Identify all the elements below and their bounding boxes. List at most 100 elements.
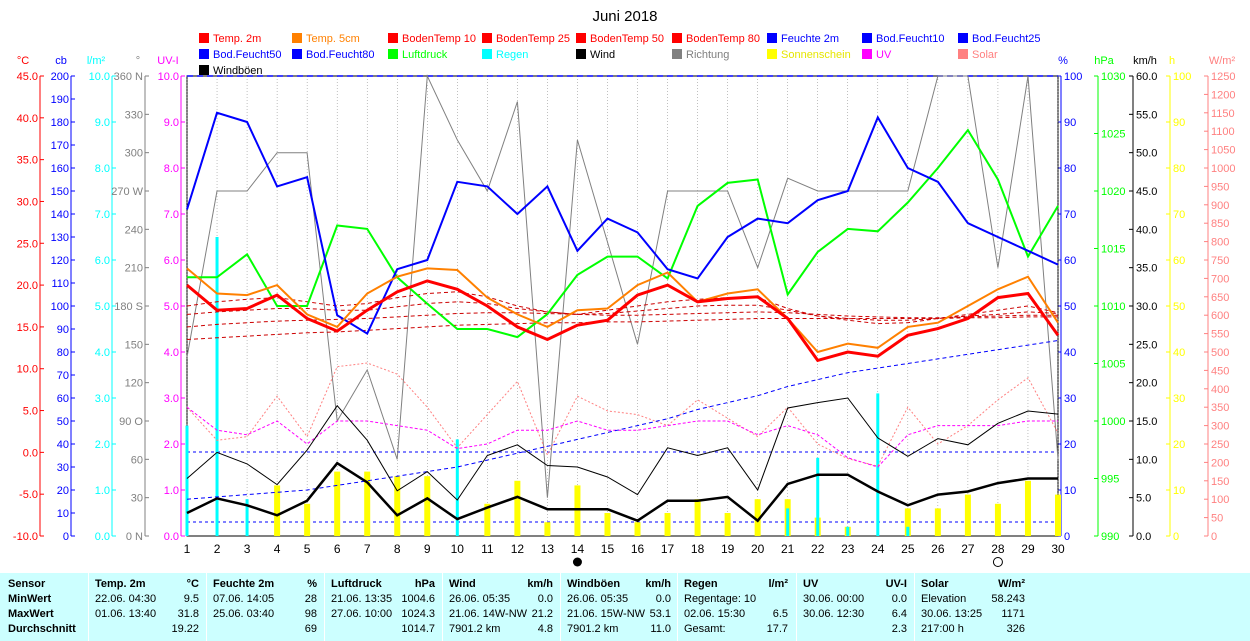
axis-tick-label: 650 bbox=[1211, 292, 1229, 304]
axis-tick-label: 40.0 bbox=[17, 113, 38, 125]
stats-value: 2.3 bbox=[891, 623, 907, 635]
stats-value: 1171 bbox=[1001, 608, 1025, 620]
axis-tick-label: 1250 bbox=[1211, 71, 1235, 83]
axis-tick-label: 10 bbox=[57, 508, 69, 520]
stats-value: 1004.6 bbox=[401, 593, 435, 605]
axis-tick-label: 3.0 bbox=[95, 393, 110, 405]
x-tick-label: 13 bbox=[541, 542, 555, 556]
axis-tick-label: 7.0 bbox=[95, 209, 110, 221]
legend-item: Temp. 5cm bbox=[292, 33, 360, 45]
legend-item: BodenTemp 50 bbox=[576, 33, 664, 45]
x-tick-label: 3 bbox=[244, 542, 251, 556]
stats-value: 9.5 bbox=[183, 593, 199, 605]
x-axis: 1 2 3 4 5 6 7 8 9 10 11 12 13 14 15 16 17 18 19 20 21 22 23 24 2… bbox=[184, 542, 1065, 567]
stats-title: Temp. 2m bbox=[95, 578, 146, 590]
stats-title: Windböen bbox=[567, 578, 621, 590]
sunshine-bar bbox=[274, 485, 281, 536]
axis-tick-label: 90 bbox=[1064, 117, 1076, 129]
direction-line bbox=[186, 74, 1059, 498]
x-tick-label: 9 bbox=[424, 542, 431, 556]
axis-tick-label: 1050 bbox=[1211, 145, 1235, 157]
x-tick-label: 12 bbox=[511, 542, 525, 556]
axis-tick-label: 150 bbox=[125, 339, 143, 351]
axis-tick-label: 10.0 bbox=[89, 71, 110, 83]
sunshine-bar bbox=[724, 513, 731, 536]
rain-bar bbox=[846, 526, 850, 536]
axis-tick-label: 250 bbox=[1211, 439, 1229, 451]
axis-tick-label: 50 bbox=[1211, 513, 1223, 525]
axis-tick-label: 1030 bbox=[1101, 71, 1125, 83]
axis-tick-label: 10.0 bbox=[1136, 454, 1157, 466]
stats-time: 27.06. 10:00 bbox=[331, 608, 393, 620]
axis-tick-label: 30 bbox=[1173, 393, 1185, 405]
axis-unit-label: W/m² bbox=[1209, 55, 1236, 67]
soil-temp-50-line bbox=[186, 311, 1058, 328]
axis-tick-label: 45.0 bbox=[17, 71, 38, 83]
svg-text:Bod.Feucht50: Bod.Feucht50 bbox=[213, 49, 282, 61]
x-tick-label: 27 bbox=[961, 542, 975, 556]
svg-text:Bod.Feucht25: Bod.Feucht25 bbox=[972, 33, 1041, 45]
x-tick-label: 26 bbox=[931, 542, 945, 556]
axis-tick-label: 70 bbox=[1064, 209, 1076, 221]
stats-title: Solar bbox=[921, 578, 949, 590]
uv-line bbox=[186, 406, 1058, 468]
stats-time: 217:00 h bbox=[921, 623, 964, 635]
axis-tick-label: 0.0 bbox=[95, 531, 110, 543]
axis-tick-label: 450 bbox=[1211, 365, 1229, 377]
axis-tick-label: 40.0 bbox=[1136, 224, 1157, 236]
axis-tick-label: 9.0 bbox=[164, 117, 179, 129]
axis-tick-label: 10.0 bbox=[17, 364, 38, 376]
stats-unit: UV-I bbox=[885, 578, 907, 590]
axis-tick-label: 70 bbox=[1173, 209, 1185, 221]
axis-tick-label: 0.0 bbox=[164, 531, 179, 543]
stats-row-label: Sensor bbox=[8, 578, 46, 590]
axis-tick-label: 180 bbox=[51, 117, 69, 129]
axis-tick-label: 240 bbox=[125, 224, 143, 236]
stats-value: 1024.3 bbox=[401, 608, 435, 620]
sunshine-bar bbox=[664, 513, 671, 536]
x-tick-label: 23 bbox=[841, 542, 855, 556]
axis-tick-label: 5.0 bbox=[95, 301, 110, 313]
axis-tick-label: 60 bbox=[57, 393, 69, 405]
stats-time: 7901.2 km bbox=[449, 623, 501, 635]
statistics-panel: Sensor MinWert MaxWert Durchschnitt Temp. 2m… bbox=[0, 573, 1250, 641]
axis-tick-label: 10 bbox=[1173, 485, 1185, 497]
axis-tick-label: 0 bbox=[1211, 531, 1217, 543]
stats-time: 26.06. 05:35 bbox=[567, 593, 629, 605]
axis-tick-label: 15.0 bbox=[1136, 416, 1157, 428]
legend-item: Bod.Feucht80 bbox=[292, 49, 375, 61]
sunshine-bar bbox=[1024, 480, 1031, 536]
axis-tick-label: 850 bbox=[1211, 218, 1229, 230]
sunshine-bar bbox=[934, 508, 941, 536]
rain-bar bbox=[185, 425, 189, 536]
legend-item: UV bbox=[862, 49, 892, 61]
svg-text:BodenTemp 25: BodenTemp 25 bbox=[496, 33, 570, 45]
stats-value: 6.5 bbox=[772, 608, 788, 620]
rain-bar bbox=[816, 457, 820, 536]
sunshine-bar bbox=[994, 503, 1001, 536]
axis-tick-label: 150 bbox=[51, 186, 69, 198]
stats-time: Regentage: 10 bbox=[684, 593, 757, 605]
axis-tick-label: 9.0 bbox=[95, 117, 110, 129]
axis-tick-label: 1.0 bbox=[95, 485, 110, 497]
left-axes: °C 45.0 40.0 35.0 30.0 25.0 20.0 15.0 10.0 5.0 0.0… bbox=[13, 55, 185, 543]
axis-tick-label: 90 O bbox=[119, 416, 143, 428]
svg-text:Richtung: Richtung bbox=[686, 49, 729, 61]
axis-tick-label: 35.0 bbox=[17, 155, 38, 167]
axis-unit-label: l/m² bbox=[87, 55, 106, 67]
svg-text:BodenTemp 50: BodenTemp 50 bbox=[590, 33, 664, 45]
x-tick-label: 5 bbox=[304, 542, 311, 556]
axis-tick-label: 30.0 bbox=[17, 196, 38, 208]
svg-text:Regen: Regen bbox=[496, 49, 528, 61]
axis-tick-label: -10.0 bbox=[13, 531, 38, 543]
stats-value: 98 bbox=[304, 608, 317, 620]
axis-tick-label: 5.0 bbox=[164, 301, 179, 313]
stats-value: 4.8 bbox=[537, 623, 553, 635]
axis-tick-label: 1200 bbox=[1211, 89, 1235, 101]
stats-time: 02.06. 15:30 bbox=[684, 608, 746, 620]
stats-time: 30.06. 00:00 bbox=[803, 593, 865, 605]
stats-value: 6.4 bbox=[891, 608, 907, 620]
stats-time: 21.06. 14W-NW bbox=[449, 608, 528, 620]
axis-tick-label: 1020 bbox=[1101, 186, 1125, 198]
axis-tick-label: 40 bbox=[1173, 347, 1185, 359]
